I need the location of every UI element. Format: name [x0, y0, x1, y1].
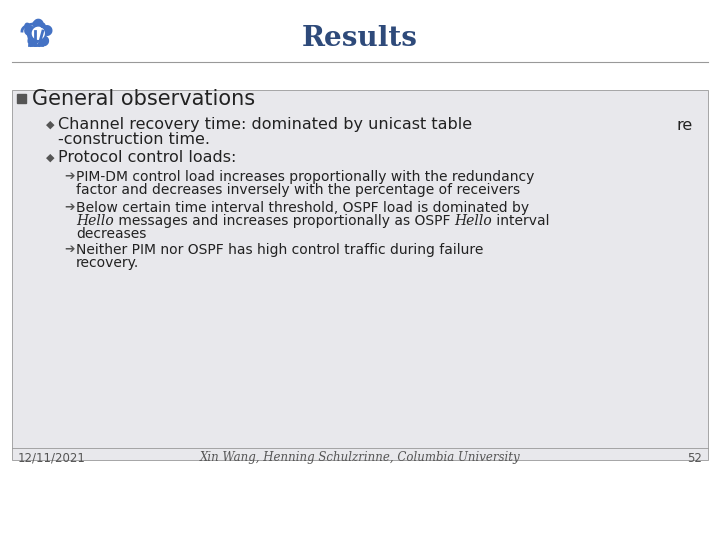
Text: Channel recovery time: dominated by unicast table: Channel recovery time: dominated by unic…	[58, 118, 472, 132]
Bar	[17, 94, 26, 103]
Text: messages and increases proportionally as OSPF: messages and increases proportionally as…	[114, 214, 454, 228]
Text: ➔: ➔	[64, 201, 74, 214]
Text: Neither PIM nor OSPF has high control traffic during failure: Neither PIM nor OSPF has high control tr…	[76, 243, 483, 257]
Text: re: re	[677, 118, 693, 132]
Text: decreases: decreases	[76, 227, 146, 241]
Circle shape	[33, 22, 37, 26]
FancyBboxPatch shape	[12, 90, 708, 460]
Text: Protocol control loads:: Protocol control loads:	[58, 151, 236, 165]
Text: Results: Results	[302, 24, 418, 51]
Text: 52: 52	[687, 451, 702, 464]
Text: General observations: General observations	[32, 89, 255, 109]
Text: -construction time.: -construction time.	[58, 132, 210, 147]
Text: interval: interval	[492, 214, 550, 228]
Circle shape	[41, 23, 45, 28]
Text: Xin Wang, Henning Schulzrinne, Columbia University: Xin Wang, Henning Schulzrinne, Columbia …	[199, 451, 521, 464]
Text: ◆: ◆	[46, 153, 55, 163]
Text: Hello: Hello	[76, 214, 114, 228]
Text: 12/11/2021: 12/11/2021	[18, 451, 86, 464]
Text: Hello: Hello	[454, 214, 492, 228]
Text: ◆: ◆	[46, 120, 55, 130]
Text: factor and decreases inversely with the percentage of receivers: factor and decreases inversely with the …	[76, 183, 520, 197]
Text: recovery.: recovery.	[76, 256, 139, 270]
Text: ✿: ✿	[22, 16, 54, 54]
Text: Below certain time interval threshold, OSPF load is dominated by: Below certain time interval threshold, O…	[76, 201, 529, 215]
Text: ➔: ➔	[64, 171, 74, 184]
Text: ➔: ➔	[64, 244, 74, 256]
Text: PIM-DM control load increases proportionally with the redundancy: PIM-DM control load increases proportion…	[76, 170, 534, 184]
Circle shape	[25, 23, 30, 28]
